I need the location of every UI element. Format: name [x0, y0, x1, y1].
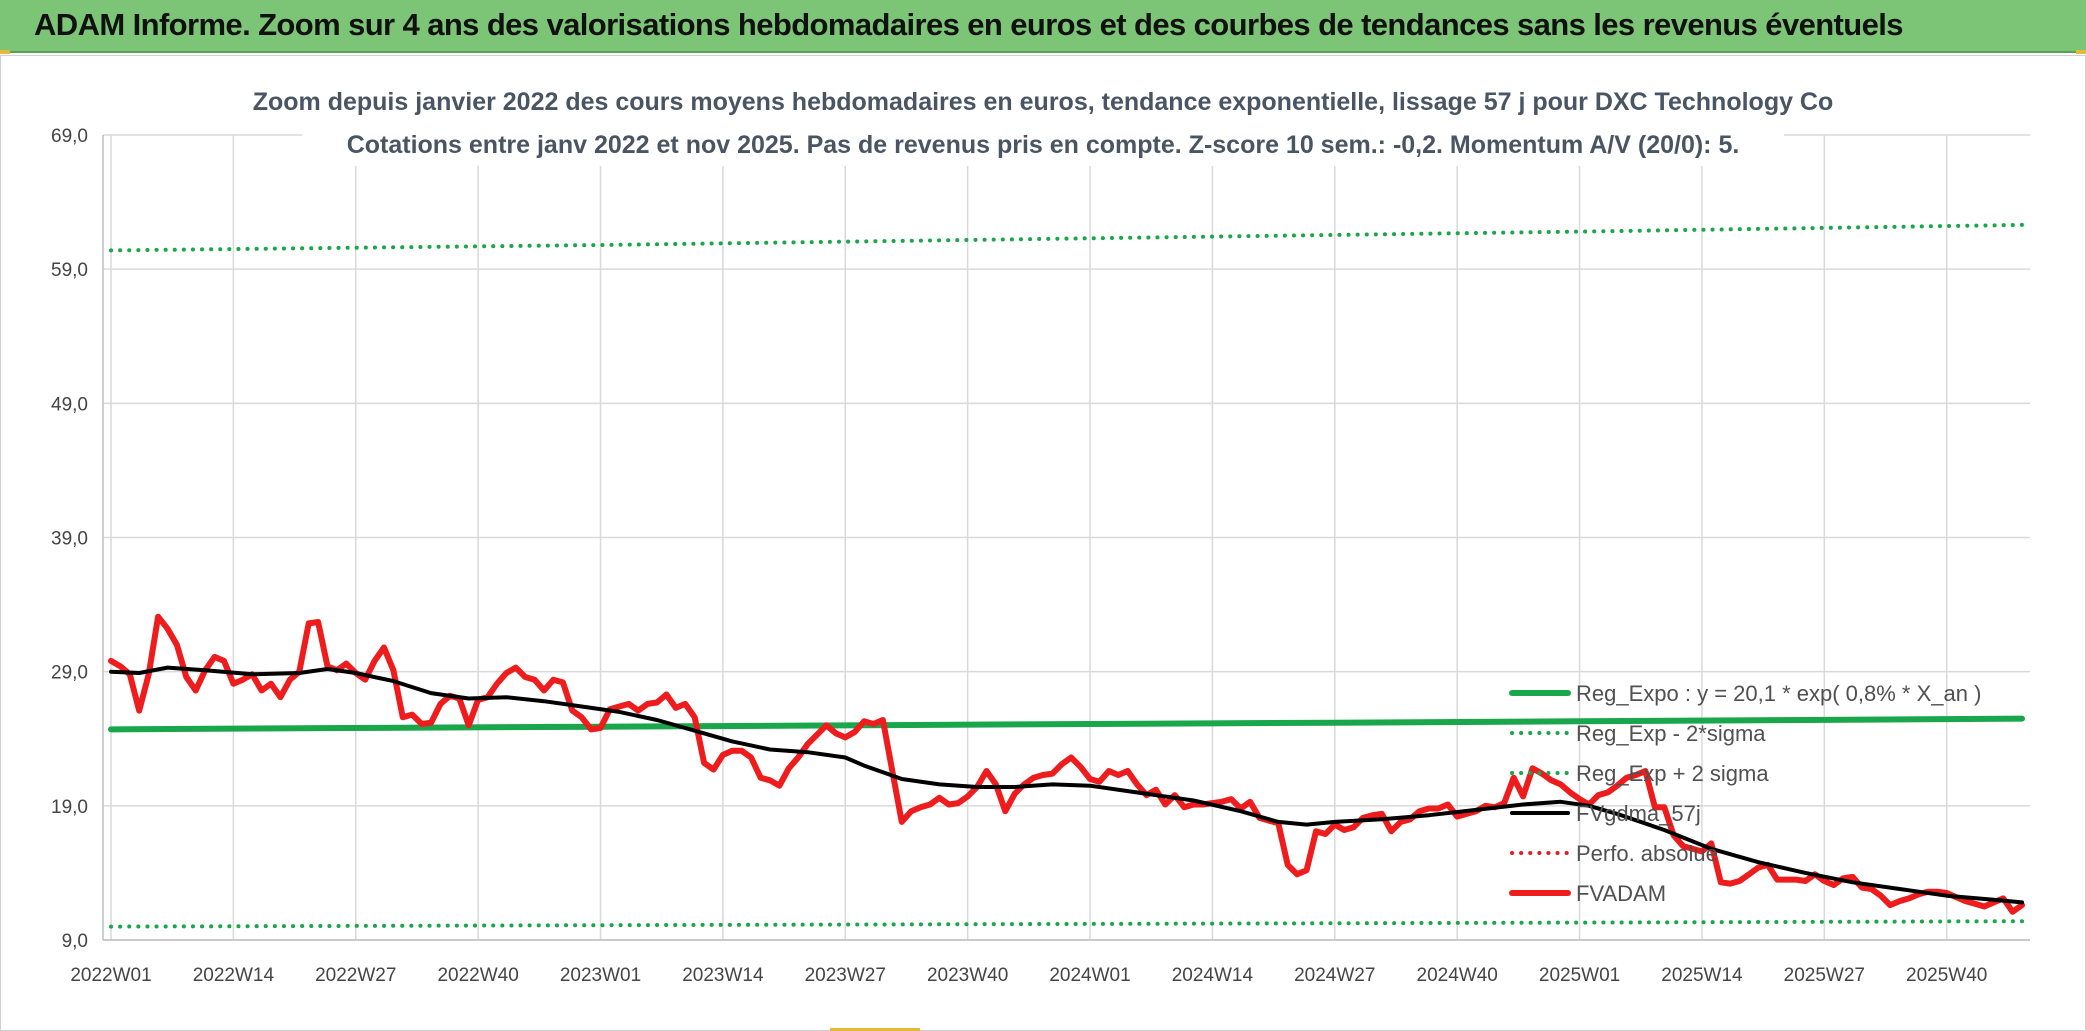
x-tick-label: 2023W27 [805, 965, 886, 986]
header-title: ADAM Informe. Zoom sur 4 ans des valoris… [34, 7, 1904, 42]
series-line [109, 665, 2024, 905]
series-line [109, 919, 2024, 929]
header-corner-right [2076, 50, 2086, 54]
header-bar: ADAM Informe. Zoom sur 4 ans des valoris… [0, 0, 2086, 53]
legend-label: Perfo. absolue [1576, 841, 1718, 866]
y-tick-label: 29,0 [51, 663, 88, 684]
legend-label: FVADAM [1576, 881, 1666, 906]
x-tick-label: 2024W27 [1294, 965, 1375, 986]
axis-labels: 9,0 19,0 29,0 39,0 49,0 59,0 69,0 2022W01 2022W1… [51, 126, 1987, 986]
bottom-accent [830, 1028, 920, 1031]
x-tick-label: 2024W40 [1417, 965, 1498, 986]
x-tick-label: 2023W01 [560, 965, 641, 986]
title-backdrop [302, 82, 1784, 166]
y-tick-label: 69,0 [51, 126, 88, 147]
y-tick-label: 59,0 [51, 260, 88, 281]
x-tick-label: 2022W40 [437, 965, 518, 986]
y-tick-label: 9,0 [62, 931, 88, 952]
x-tick-label: 2023W40 [927, 965, 1008, 986]
x-tick-label: 2025W14 [1661, 965, 1743, 986]
x-tick-label: 2025W01 [1539, 965, 1620, 986]
x-tick-label: 2025W27 [1784, 965, 1865, 986]
series-line [108, 613, 2025, 915]
x-tick-label: 2022W01 [70, 965, 151, 986]
x-tick-label: 2024W01 [1049, 965, 1130, 986]
grid [102, 134, 2030, 941]
legend-label: Reg_Exp - 2*sigma [1576, 721, 1766, 746]
chart-title-line2: Cotations entre janv 2022 et nov 2025. P… [347, 131, 1740, 159]
y-tick-label: 19,0 [51, 797, 88, 818]
series-line [108, 715, 2025, 733]
x-tick-label: 2023W14 [682, 965, 764, 986]
y-tick-label: 39,0 [51, 529, 88, 550]
legend: Reg_Expo : y = 20,1 * exp( 0,8% * X_an )… [1509, 681, 1981, 906]
x-tick-label: 2024W14 [1172, 965, 1254, 986]
series-line [109, 222, 2024, 253]
legend-label: FVgdma_57j [1576, 801, 1701, 826]
y-tick-label: 49,0 [51, 394, 88, 415]
header-corner-left [0, 50, 10, 54]
x-tick-label: 2025W40 [1906, 965, 1987, 986]
chart-title-line1: Zoom depuis janvier 2022 des cours moyen… [253, 88, 1834, 116]
x-tick-label: 2022W14 [193, 965, 275, 986]
series-layer [108, 222, 2025, 929]
x-tick-label: 2022W27 [315, 965, 396, 986]
legend-label: Reg_Expo : y = 20,1 * exp( 0,8% * X_an ) [1576, 681, 1981, 706]
legend-label: Reg_Exp + 2 sigma [1576, 761, 1769, 786]
